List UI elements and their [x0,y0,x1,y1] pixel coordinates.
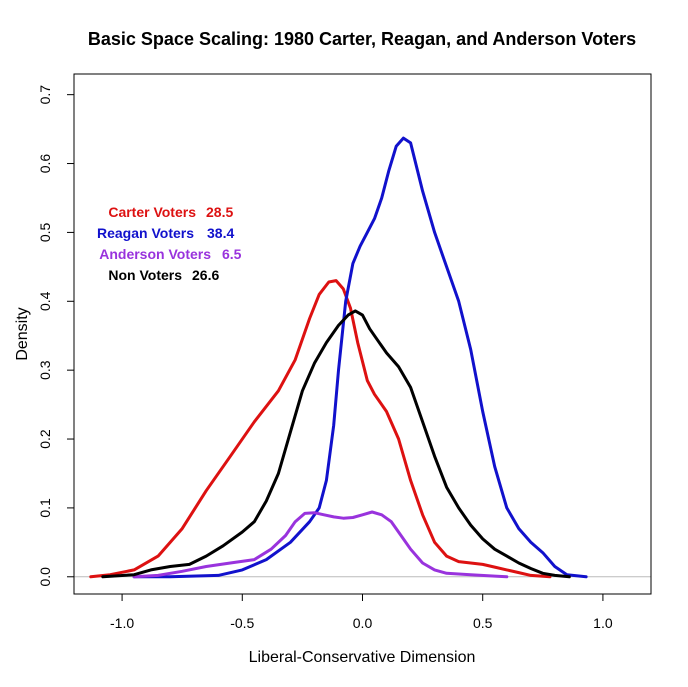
plot-area: -1.0 -0.5 0.0 0.5 1.0 0.0 0.1 0.2 0.3 0.4 0.5 0.6 0.… [37,73,652,631]
legend-label-non-voters: Non Voters [108,267,182,283]
legend: Carter Voters 28.5 Reagan Voters 38.4 Anders… [97,204,242,283]
series-line-carter-voters [89,279,552,579]
y-tick-label: 0.4 [37,291,53,311]
legend-value-reagan-voters: 38.4 [207,225,234,241]
series-line-non-voters [101,309,571,579]
series-line-anderson-voters [132,510,509,579]
chart-title: Basic Space Scaling: 1980 Carter, Reagan… [88,29,636,49]
y-tick-label: 0.1 [37,498,53,518]
legend-value-carter-voters: 28.5 [206,204,233,220]
x-tick-label: 1.0 [593,615,613,631]
x-tick-label: -1.0 [110,615,134,631]
y-tick-label: 0.5 [37,222,53,242]
legend-label-anderson-voters: Anderson Voters [99,246,211,262]
legend-value-anderson-voters: 6.5 [222,246,242,262]
x-tick-label: 0.5 [473,615,493,631]
y-axis-title: Density [14,307,31,360]
legend-label-carter-voters: Carter Voters [108,204,196,220]
y-tick-label: 0.6 [37,154,53,174]
y-tick-label: 0.7 [37,85,53,105]
legend-label-reagan-voters: Reagan Voters [97,225,194,241]
y-tick-label: 0.3 [37,360,53,380]
x-axis-title: Liberal-Conservative Dimension [249,649,476,666]
x-tick-label: 0.0 [353,615,373,631]
y-tick-label: 0.0 [37,567,53,587]
x-tick-label: -0.5 [230,615,254,631]
series-line-reagan-voters [132,136,588,579]
legend-value-non-voters: 26.6 [192,267,219,283]
y-tick-label: 0.2 [37,429,53,449]
